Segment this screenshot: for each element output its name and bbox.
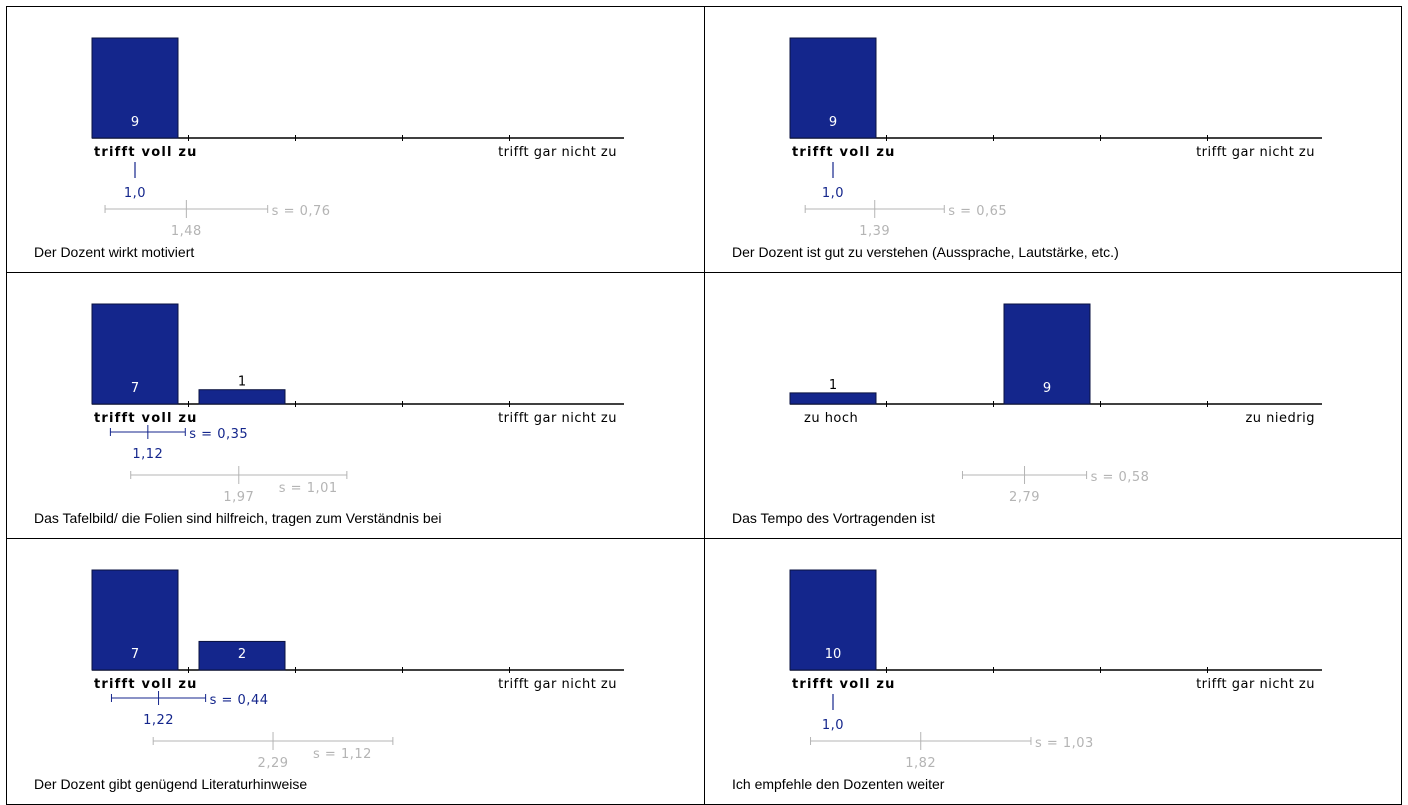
overall-mean-value: 1,97 xyxy=(223,490,254,505)
overall-mean-value: 2,79 xyxy=(1009,490,1040,505)
bar-value-label: 9 xyxy=(829,115,837,130)
overall-sd-label: s = 0,58 xyxy=(1091,470,1150,485)
scale-right-label: trifft gar nicht zu xyxy=(498,145,617,160)
scale-left-label: trifft voll zu xyxy=(792,145,896,160)
histogram-chart: 7 1 trifft voll zu trifft gar nicht zu s = 0… xyxy=(91,303,624,505)
overall-mean-value: 1,48 xyxy=(171,224,202,239)
bar-value-label: 1 xyxy=(238,375,246,390)
bar xyxy=(198,640,286,671)
median-value: 1,0 xyxy=(822,718,844,733)
bar-value-label: 7 xyxy=(131,381,139,396)
overall-mean-value: 1,82 xyxy=(905,756,936,771)
scale-right-label: trifft gar nicht zu xyxy=(1196,677,1315,692)
bar-value-label: 1 xyxy=(829,378,837,393)
survey-item: 10 trifft voll zu trifft gar nicht zu 1,0 s … xyxy=(704,538,1402,804)
bar xyxy=(91,37,179,139)
question-label: Das Tempo des Vortragenden ist xyxy=(732,510,935,526)
local-sd-label: s = 0,35 xyxy=(189,427,248,442)
bar-value-label: 9 xyxy=(1043,381,1051,396)
overall-sd-label: s = 1,03 xyxy=(1035,736,1094,751)
overall-sd-label: s = 1,01 xyxy=(279,481,338,496)
overall-sd-label: s = 0,76 xyxy=(272,204,331,219)
grid-line xyxy=(1401,6,1402,805)
scale-right-label: trifft gar nicht zu xyxy=(498,677,617,692)
scale-left-label: trifft voll zu xyxy=(94,145,198,160)
histogram-chart: 1 9 zu hoch zu niedrig s = 0,58 2,79 xyxy=(789,303,1322,505)
scale-right-label: trifft gar nicht zu xyxy=(498,411,617,426)
survey-item: 9 trifft voll zu trifft gar nicht zu 1,0 s =… xyxy=(704,6,1402,272)
overall-mean-value: 1,39 xyxy=(859,224,890,239)
survey-item: 9 trifft voll zu trifft gar nicht zu 1,0 s =… xyxy=(6,6,704,272)
overall-sd-label: s = 0,65 xyxy=(948,204,1007,219)
bar xyxy=(198,389,286,405)
histogram-chart: 9 trifft voll zu trifft gar nicht zu 1,0 s =… xyxy=(789,37,1322,239)
question-label: Der Dozent ist gut zu verstehen (Ausspra… xyxy=(732,244,1119,260)
overall-mean-value: 2,29 xyxy=(258,756,289,771)
scale-left-label: trifft voll zu xyxy=(94,411,198,426)
bar-value-label: 2 xyxy=(238,647,246,662)
scale-right-label: zu niedrig xyxy=(1245,411,1315,426)
question-label: Der Dozent gibt genügend Literaturhinwei… xyxy=(34,776,308,792)
bar xyxy=(91,569,179,671)
local-sd-label: s = 0,44 xyxy=(210,693,269,708)
survey-item: 1 9 zu hoch zu niedrig s = 0,58 2,79 Das Tempo… xyxy=(704,272,1402,538)
median-value: 1,0 xyxy=(822,186,844,201)
overall-sd-label: s = 1,12 xyxy=(313,747,372,762)
bar-value-label: 10 xyxy=(825,647,842,662)
bar xyxy=(91,303,179,405)
bar xyxy=(1003,303,1091,405)
bar xyxy=(789,392,877,405)
overall-deviation-whisker xyxy=(152,732,394,750)
local-deviation-whisker xyxy=(109,425,186,439)
overall-deviation-whisker xyxy=(104,200,269,218)
question-label: Ich empfehle den Dozenten weiter xyxy=(732,776,945,792)
overall-deviation-whisker xyxy=(810,732,1032,750)
scale-left-label: zu hoch xyxy=(804,411,858,426)
histogram-chart: 9 trifft voll zu trifft gar nicht zu 1,0 s =… xyxy=(91,37,624,239)
bar xyxy=(789,37,877,139)
histogram-chart: 7 2 trifft voll zu trifft gar nicht zu s = 0… xyxy=(91,569,624,771)
local-mean-value: 1,22 xyxy=(143,713,174,728)
bar xyxy=(789,569,877,671)
local-mean-value: 1,12 xyxy=(132,447,163,462)
bar-value-label: 9 xyxy=(131,115,139,130)
survey-item: 7 2 trifft voll zu trifft gar nicht zu s = 0… xyxy=(6,538,704,804)
overall-deviation-whisker xyxy=(961,466,1088,484)
overall-deviation-whisker xyxy=(130,466,348,484)
grid-line xyxy=(6,6,7,805)
bar-value-label: 7 xyxy=(131,647,139,662)
question-label: Der Dozent wirkt motiviert xyxy=(34,244,195,260)
question-label: Das Tafelbild/ die Folien sind hilfreich… xyxy=(34,510,442,526)
scale-left-label: trifft voll zu xyxy=(94,677,198,692)
median-value: 1,0 xyxy=(124,186,146,201)
scale-right-label: trifft gar nicht zu xyxy=(1196,145,1315,160)
overall-deviation-whisker xyxy=(804,200,945,218)
survey-item: 7 1 trifft voll zu trifft gar nicht zu s = 0… xyxy=(6,272,704,538)
histogram-chart: 10 trifft voll zu trifft gar nicht zu 1,0 s … xyxy=(789,569,1322,771)
grid-line xyxy=(704,6,705,805)
local-deviation-whisker xyxy=(110,691,207,705)
scale-left-label: trifft voll zu xyxy=(792,677,896,692)
